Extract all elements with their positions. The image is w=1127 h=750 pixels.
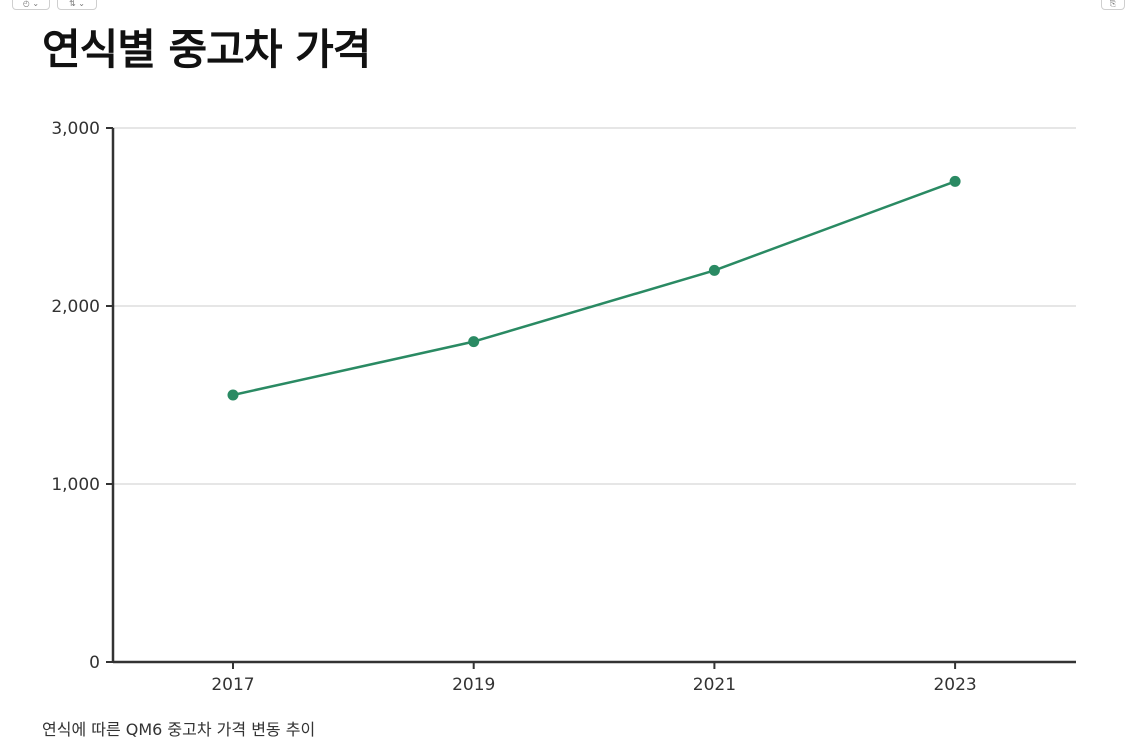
data-point-0-1 <box>468 336 480 348</box>
x-tick-label-2: 2021 <box>693 675 736 695</box>
chart-title: 연식별 중고차 가격 <box>42 25 371 74</box>
series-line-0 <box>232 180 956 397</box>
x-tick-label-1: 2019 <box>452 675 495 695</box>
x-tick-label-0: 2017 <box>211 675 254 695</box>
y-tick-label-3: 3,000 <box>51 119 100 139</box>
data-point-0-2 <box>708 264 720 276</box>
expand-icon[interactable]: ⇅ ⌄ <box>57 0 97 10</box>
y-tick-label-1: 1,000 <box>51 475 100 495</box>
copy-icon[interactable]: ⎘ <box>1101 0 1125 10</box>
data-point-0-3 <box>949 175 961 187</box>
chart-caption: 연식에 따른 QM6 중고차 가격 변동 추이 <box>42 720 316 739</box>
y-tick-label-2: 2,000 <box>51 297 100 317</box>
history-icon[interactable]: ◴ ⌄ <box>12 0 50 10</box>
x-tick-label-3: 2023 <box>933 675 976 695</box>
y-tick-label-0: 0 <box>89 653 100 673</box>
data-point-0-0 <box>227 389 239 401</box>
toolbar: ◴ ⌄ ⇅ ⌄ ⎘ <box>0 0 1127 10</box>
